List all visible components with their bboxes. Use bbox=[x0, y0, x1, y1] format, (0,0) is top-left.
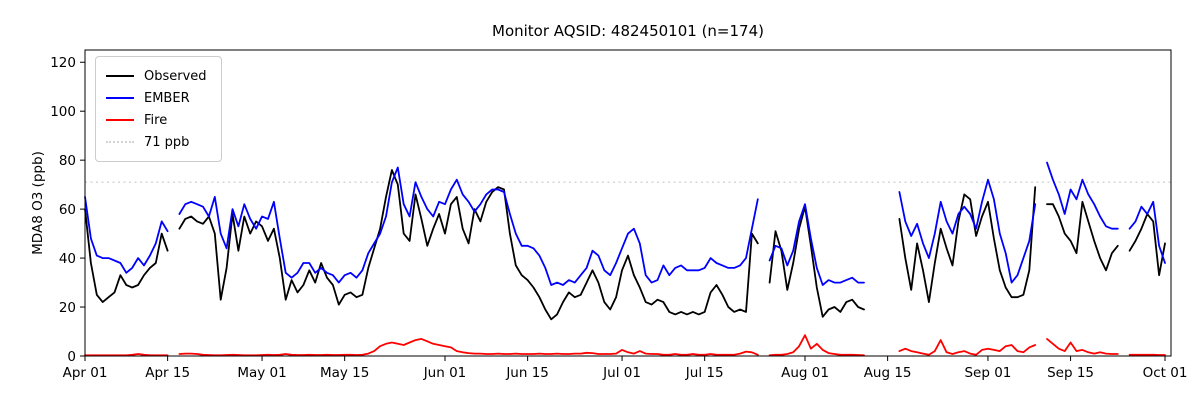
x-tick-label: Apr 01 bbox=[63, 365, 108, 381]
fire-series-line bbox=[84, 353, 169, 357]
fire-series-line bbox=[898, 339, 1037, 356]
legend-row-observed: Observed bbox=[106, 65, 207, 87]
y-tick-label: 60 bbox=[59, 202, 76, 218]
fire-series-line bbox=[768, 334, 865, 357]
x-tick-label: Sep 15 bbox=[1047, 365, 1094, 381]
x-tick-label: Jun 01 bbox=[423, 365, 467, 381]
threshold-line-sample bbox=[106, 141, 134, 143]
x-tick-label: May 15 bbox=[320, 365, 369, 381]
x-tick-label: Aug 01 bbox=[781, 365, 829, 381]
ember-series-line bbox=[768, 203, 865, 286]
fire-series-line bbox=[1046, 337, 1119, 355]
ember-series-line bbox=[1046, 161, 1119, 230]
ember-series-line bbox=[898, 178, 1037, 284]
legend-row-ember: EMBER bbox=[106, 87, 207, 109]
plot-border bbox=[84, 49, 1172, 357]
observed-series-line bbox=[768, 205, 865, 318]
ember-series-line bbox=[1128, 200, 1166, 264]
legend-row-threshold: 71 ppb bbox=[106, 131, 207, 153]
legend-label-threshold: 71 ppb bbox=[144, 134, 190, 150]
x-tick-label: Aug 15 bbox=[864, 365, 912, 381]
x-tick-label: Jul 15 bbox=[685, 365, 724, 381]
y-tick-label: 80 bbox=[59, 153, 76, 169]
legend: Observed EMBER Fire 71 ppb bbox=[95, 56, 222, 162]
legend-label-fire: Fire bbox=[144, 112, 168, 128]
y-tick-label: 20 bbox=[59, 300, 76, 316]
legend-label-ember: EMBER bbox=[144, 90, 190, 106]
x-tick-label: Sep 01 bbox=[964, 365, 1011, 381]
observed-series-line bbox=[84, 208, 169, 304]
ember-line-sample bbox=[106, 97, 134, 99]
y-tick-label: 0 bbox=[67, 349, 76, 365]
fire-line-sample bbox=[106, 119, 134, 121]
fire-series-line bbox=[178, 337, 759, 357]
legend-label-observed: Observed bbox=[144, 68, 207, 84]
legend-row-fire: Fire bbox=[106, 109, 207, 131]
observed-series-line bbox=[178, 169, 759, 321]
x-tick-label: Jul 01 bbox=[602, 365, 641, 381]
observed-line-sample bbox=[106, 75, 134, 77]
x-tick-label: Jun 15 bbox=[505, 365, 549, 381]
ember-series-line bbox=[178, 166, 759, 286]
x-tick-label: May 01 bbox=[237, 365, 286, 381]
x-tick-label: Oct 01 bbox=[1143, 365, 1188, 381]
ember-series-line bbox=[84, 195, 169, 274]
y-axis-label: MDA8 O3 (ppb) bbox=[30, 151, 46, 255]
observed-series-line bbox=[898, 186, 1037, 304]
y-tick-label: 100 bbox=[50, 104, 76, 120]
x-tick-label: Apr 15 bbox=[145, 365, 190, 381]
chart-title: Monitor AQSID: 482450101 (n=174) bbox=[492, 22, 764, 40]
observed-series-line bbox=[1046, 200, 1119, 272]
y-tick-label: 120 bbox=[50, 55, 76, 71]
y-tick-label: 40 bbox=[59, 251, 76, 267]
